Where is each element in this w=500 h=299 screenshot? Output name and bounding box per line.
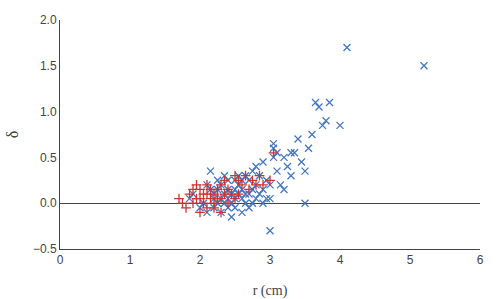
svg-text:5: 5 [407, 253, 414, 267]
svg-text:2.0: 2.0 [40, 13, 57, 27]
svg-text:0.0: 0.0 [40, 196, 57, 210]
svg-text:3: 3 [267, 253, 274, 267]
svg-text:0: 0 [57, 253, 64, 267]
svg-text:1.0: 1.0 [40, 105, 57, 119]
svg-text:4: 4 [337, 253, 344, 267]
svg-text:r (cm): r (cm) [253, 283, 288, 299]
svg-text:2: 2 [197, 253, 204, 267]
svg-text:1: 1 [127, 253, 134, 267]
svg-text:6: 6 [477, 253, 484, 267]
svg-text:0.5: 0.5 [40, 151, 57, 165]
svg-text:δ: δ [4, 131, 21, 139]
svg-text:1.5: 1.5 [40, 59, 57, 73]
svg-text:−0.5: −0.5 [33, 242, 57, 256]
